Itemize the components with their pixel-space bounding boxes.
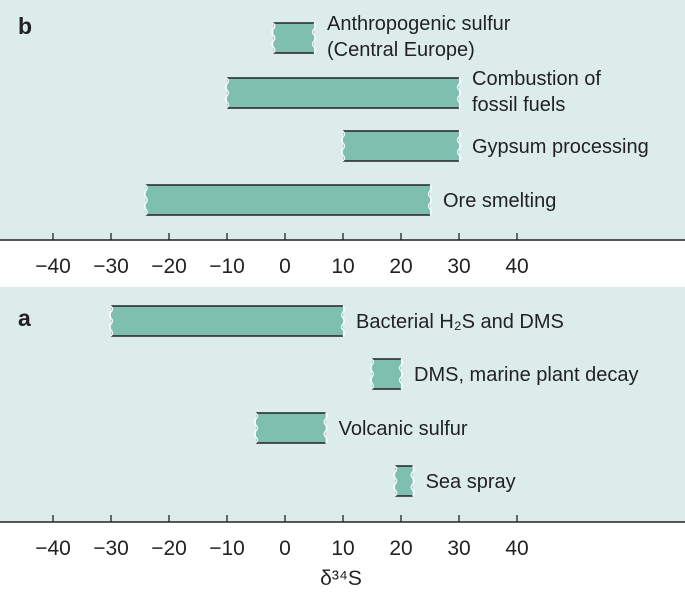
range-bar-break-left (143, 184, 148, 216)
range-bar-fill (343, 131, 459, 161)
panel-b-bars: Anthropogenic sulfur (Central Europe) Comb… (143, 13, 649, 216)
range-bar-label: Combustion of (472, 68, 601, 90)
x-tick-label: −20 (151, 255, 187, 278)
x-axis-label: δ³⁴S (320, 567, 362, 590)
range-bar-break-right (323, 412, 328, 444)
x-tick-label: 30 (447, 537, 470, 560)
range-bar-label: Gypsum processing (472, 136, 649, 158)
range-bar: Volcanic sulfur (253, 412, 468, 444)
x-tick-label: 20 (389, 255, 412, 278)
range-bar-label: (Central Europe) (327, 39, 475, 61)
x-tick-label: 20 (389, 537, 412, 560)
range-bar-fill (145, 185, 431, 215)
range-bar-break-left (108, 305, 114, 337)
range-bar-fill (227, 78, 459, 108)
x-tick-label: 0 (279, 537, 291, 560)
range-bar-break-right (410, 465, 415, 497)
range-bar: Combustion of fossil fuels (224, 68, 601, 116)
x-tick-label: −10 (209, 537, 245, 560)
x-tick-label: 0 (279, 255, 291, 278)
range-bar: Anthropogenic sulfur (Central Europe) (271, 13, 511, 61)
x-tick-label: 40 (505, 537, 528, 560)
range-bar-break-right (456, 77, 462, 109)
panel-a-bars: Bacterial H₂S and DMS DMS, marine plant d… (108, 305, 639, 497)
x-tick-label: 10 (331, 255, 354, 278)
range-bar-label: fossil fuels (472, 94, 565, 116)
range-bar-break-left (340, 130, 346, 162)
range-bar-break-left (369, 358, 375, 390)
panel-b-letter: b (18, 13, 32, 39)
range-bar-break-left (224, 77, 230, 109)
range-bar-label: Ore smelting (443, 190, 556, 212)
panel-a-letter: a (18, 305, 31, 331)
x-tick-label: −30 (93, 537, 129, 560)
x-tick-label: −40 (35, 537, 71, 560)
range-bar-break-right (456, 130, 462, 162)
x-tick-label: −40 (35, 255, 71, 278)
range-bar-label: DMS, marine plant decay (414, 364, 639, 386)
range-bar-break-right (311, 22, 317, 54)
range-bar-label: Anthropogenic sulfur (327, 13, 511, 35)
x-tick-label: −20 (151, 537, 187, 560)
range-bar-break-right (340, 305, 346, 337)
range-bar: DMS, marine plant decay (369, 358, 639, 390)
panel-a-x-axis: −40 −30 −20 −10 0 10 20 30 40 (35, 515, 529, 560)
range-bar-fill (111, 306, 343, 336)
range-bar-label: Sea spray (426, 471, 516, 493)
range-bar-fill (372, 359, 401, 389)
range-bar-break-left (271, 22, 276, 54)
range-bar: Ore smelting (143, 184, 556, 216)
x-tick-label: 10 (331, 537, 354, 560)
range-bar-fill (395, 466, 413, 496)
range-bar: Bacterial H₂S and DMS (108, 305, 564, 337)
x-tick-label: −10 (209, 255, 245, 278)
range-bar-label: Volcanic sulfur (339, 418, 468, 440)
range-bar-fill (256, 413, 326, 443)
range-bar-break-left (253, 412, 259, 444)
x-tick-label: −30 (93, 255, 129, 278)
range-bar-break-right (427, 184, 433, 216)
range-bar-fill (273, 23, 314, 53)
range-bar-break-right (398, 358, 404, 390)
range-bar-label: Bacterial H₂S and DMS (356, 311, 564, 333)
panel-b-x-axis: −40 −30 −20 −10 0 10 20 30 40 (35, 233, 529, 278)
x-tick-label: 40 (505, 255, 528, 278)
range-bar-break-left (393, 465, 398, 497)
range-bar: Sea spray (393, 465, 516, 497)
range-bar: Gypsum processing (340, 130, 649, 162)
x-tick-label: 30 (447, 255, 470, 278)
